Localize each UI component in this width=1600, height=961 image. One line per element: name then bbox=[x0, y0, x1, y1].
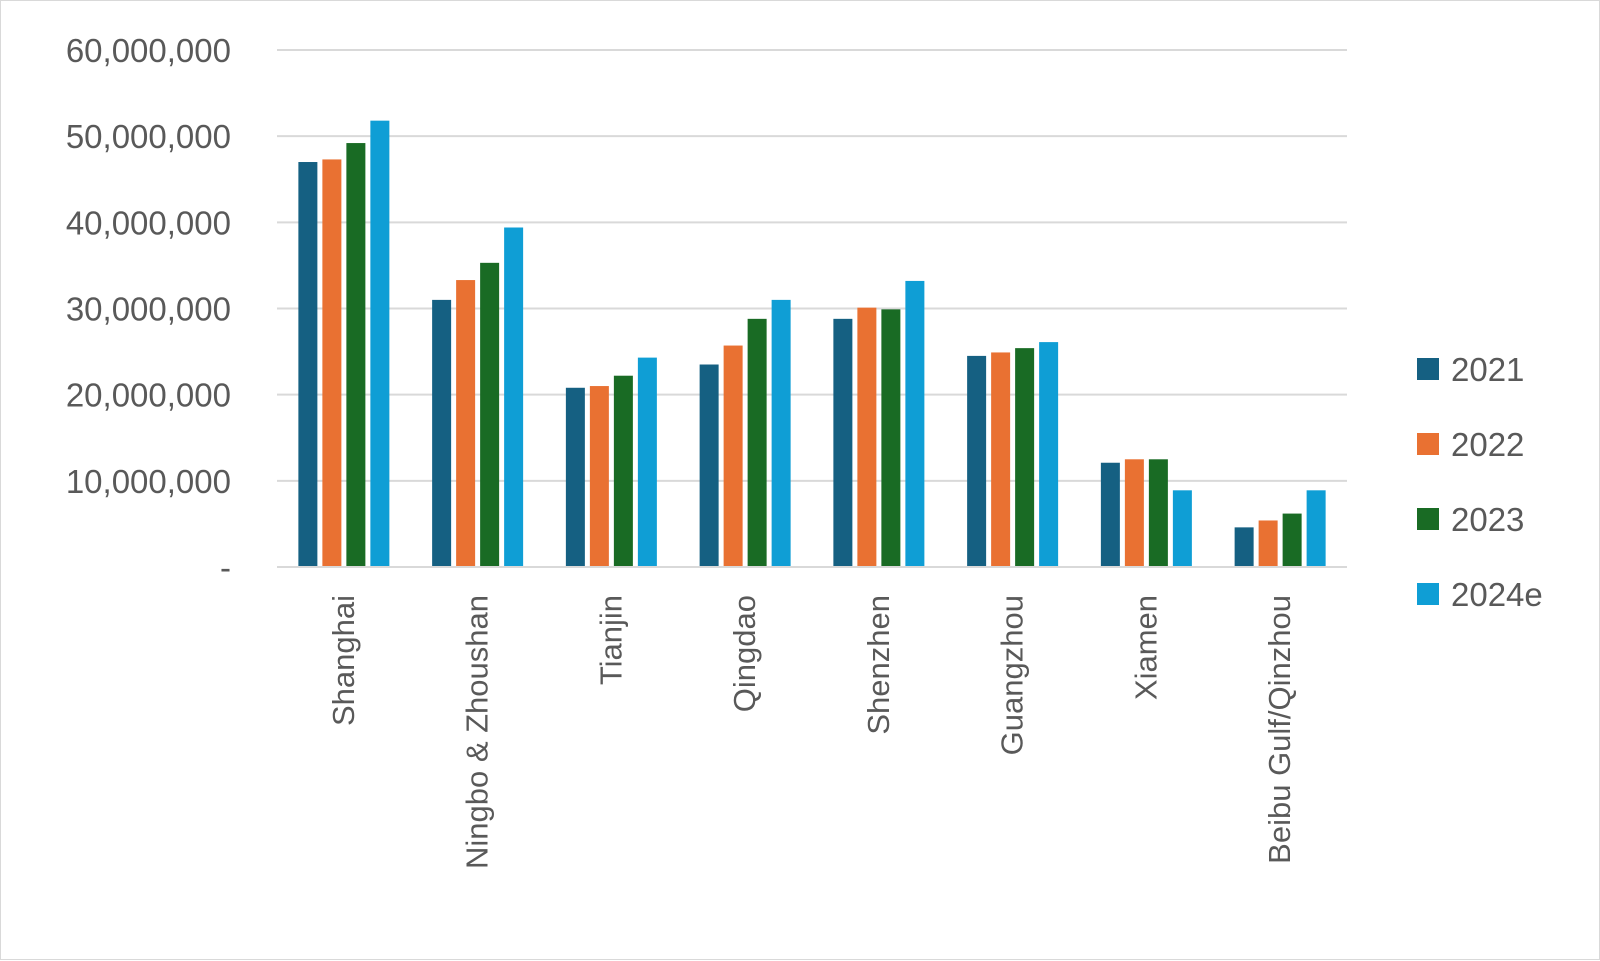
legend-swatch bbox=[1417, 433, 1439, 455]
legend-item-2022[interactable]: 2022 bbox=[1417, 426, 1524, 463]
bar-2023-1 bbox=[346, 143, 366, 567]
y-tick-label: 10,000,000 bbox=[66, 463, 231, 500]
category-label: Tianjin bbox=[593, 595, 628, 685]
bar-2024e-4 bbox=[771, 299, 791, 567]
bar-2024e-1 bbox=[370, 120, 390, 567]
bar-2024e-7 bbox=[1172, 490, 1192, 567]
bar-2023-2 bbox=[480, 262, 500, 567]
bar-2023-7 bbox=[1148, 459, 1168, 567]
bar-2021-5 bbox=[833, 318, 853, 567]
bar-2022-5 bbox=[857, 307, 877, 567]
bar-2024e-3 bbox=[637, 357, 657, 567]
bar-2022-4 bbox=[723, 345, 743, 567]
legend-label: 2024e bbox=[1451, 576, 1543, 613]
bar-2021-2 bbox=[432, 299, 452, 567]
legend[interactable]: 2021 2022 2023 2024e bbox=[1417, 351, 1543, 613]
legend-item-2024e[interactable]: 2024e bbox=[1417, 576, 1543, 613]
y-tick-label: 60,000,000 bbox=[66, 32, 231, 69]
bar-2024e-5 bbox=[905, 280, 925, 567]
bar-2022-3 bbox=[589, 386, 609, 567]
bar-2024e-8 bbox=[1306, 490, 1326, 567]
legend-label: 2022 bbox=[1451, 426, 1524, 463]
bar-2022-6 bbox=[991, 352, 1011, 567]
y-tick-label: 20,000,000 bbox=[66, 377, 231, 414]
bar-2023-8 bbox=[1282, 513, 1302, 567]
category-label: Xiamen bbox=[1128, 595, 1163, 700]
legend-swatch bbox=[1417, 583, 1439, 605]
category-label: Shanghai bbox=[326, 595, 361, 726]
legend-swatch bbox=[1417, 508, 1439, 530]
category-label: Shenzhen bbox=[861, 595, 896, 735]
y-axis-tick-labels: - 10,000,000 20,000,000 30,000,000 40,000,00… bbox=[66, 32, 231, 586]
bar-2021-8 bbox=[1234, 527, 1254, 567]
legend-swatch bbox=[1417, 358, 1439, 380]
category-label: Qingdao bbox=[727, 595, 762, 712]
y-tick-label: 40,000,000 bbox=[66, 204, 231, 241]
bar-2021-3 bbox=[565, 387, 585, 567]
category-label: Ningbo & Zhoushan bbox=[460, 595, 495, 869]
y-tick-label: 30,000,000 bbox=[66, 291, 231, 328]
x-axis-category-labels: Shanghai Ningbo & Zhoushan Tianjin Qingdao S… bbox=[326, 595, 1297, 869]
bar-2022-1 bbox=[322, 159, 342, 567]
category-label: Beibu Gulf/Qinzhou bbox=[1262, 595, 1297, 864]
y-tick-label: 50,000,000 bbox=[66, 118, 231, 155]
y-tick-label: - bbox=[220, 549, 231, 586]
legend-item-2023[interactable]: 2023 bbox=[1417, 501, 1524, 538]
bar-2021-1 bbox=[298, 162, 318, 567]
bar-2021-7 bbox=[1100, 462, 1120, 567]
bar-2024e-6 bbox=[1039, 342, 1059, 567]
bar-2023-4 bbox=[747, 318, 767, 567]
bars bbox=[298, 120, 1326, 567]
category-label: Guangzhou bbox=[995, 595, 1030, 755]
bar-2022-2 bbox=[456, 280, 476, 567]
bar-2023-6 bbox=[1015, 348, 1035, 567]
bar-2023-3 bbox=[613, 375, 633, 567]
legend-label: 2023 bbox=[1451, 501, 1524, 538]
legend-label: 2021 bbox=[1451, 351, 1524, 388]
bar-2022-7 bbox=[1124, 459, 1144, 567]
bar-2024e-2 bbox=[504, 227, 524, 567]
legend-item-2021[interactable]: 2021 bbox=[1417, 351, 1524, 388]
grid-lines bbox=[277, 49, 1347, 482]
bar-2021-4 bbox=[699, 364, 719, 567]
bar-2021-6 bbox=[967, 355, 987, 567]
bar-2023-5 bbox=[881, 309, 901, 567]
bar-2022-8 bbox=[1258, 520, 1278, 567]
